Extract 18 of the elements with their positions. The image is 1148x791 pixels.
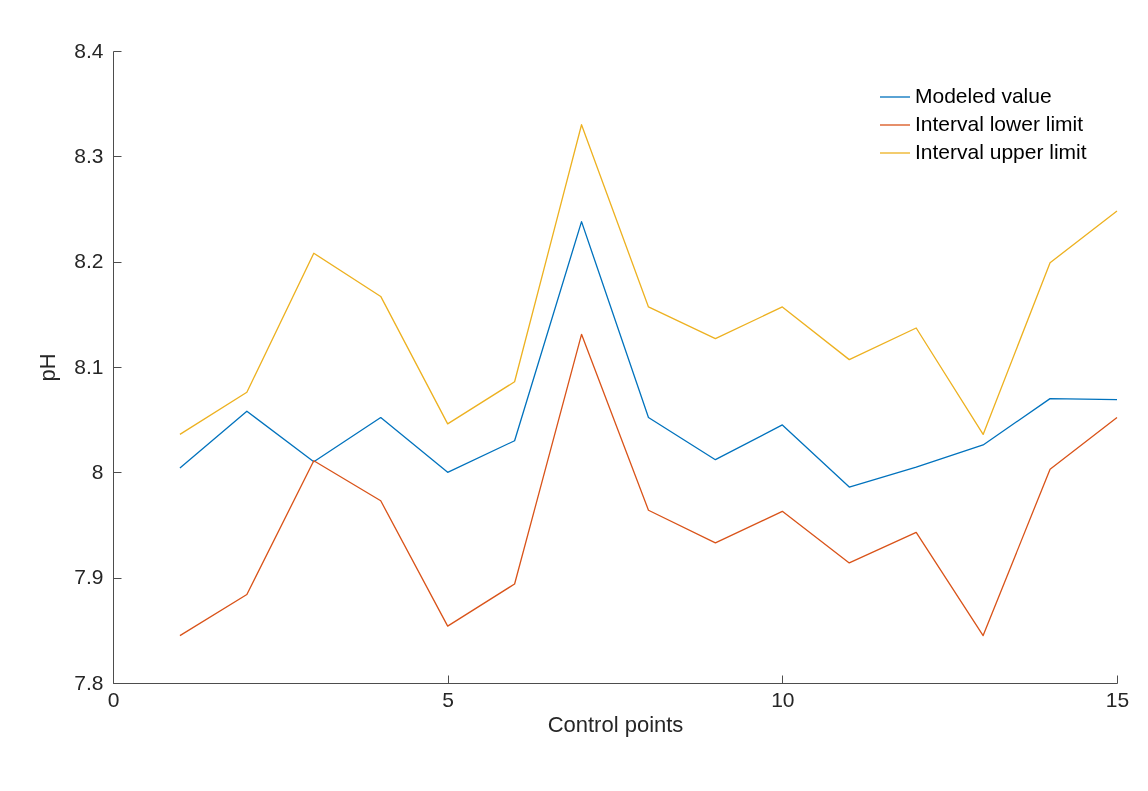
y-tick-label: 8.4 bbox=[74, 38, 104, 62]
y-tick-label: 7.9 bbox=[74, 565, 104, 589]
x-axis-title: Control points bbox=[547, 711, 684, 737]
y-axis-title: pH bbox=[35, 353, 61, 382]
y-tick-label: 8.1 bbox=[74, 354, 104, 378]
y-tick-label: 8 bbox=[91, 459, 104, 483]
x-tick-label: 10 bbox=[771, 687, 795, 711]
y-tick-label: 8.2 bbox=[74, 249, 104, 273]
legend-label: Interval lower limit bbox=[915, 112, 1084, 135]
y-tick-label: 8.3 bbox=[74, 143, 104, 167]
x-tick-label: 5 bbox=[442, 687, 455, 711]
line-series bbox=[179, 333, 1118, 637]
x-tick-label: 15 bbox=[1105, 687, 1130, 711]
line-series bbox=[179, 220, 1118, 488]
legend-label: Interval upper limit bbox=[915, 140, 1087, 163]
legend-label: Modeled value bbox=[915, 84, 1052, 107]
x-tick-label: 0 bbox=[107, 687, 120, 711]
y-tick-label: 7.8 bbox=[74, 670, 104, 694]
